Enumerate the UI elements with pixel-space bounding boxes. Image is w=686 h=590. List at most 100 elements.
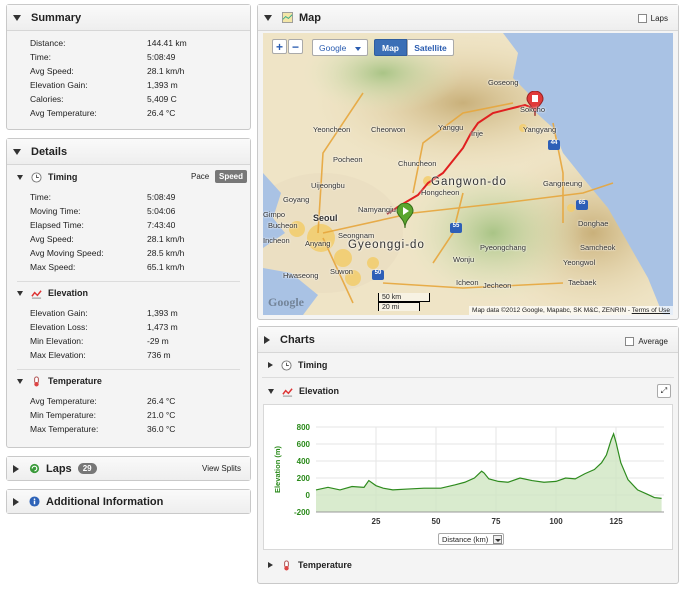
stat-value: 65.1 km/h [147,262,185,272]
temperature-title: Temperature [48,376,102,386]
pace-toggle[interactable]: Pace [191,172,210,181]
elevation-chart-area: 800 600 400 200 0 -200 25 50 75 100 125 Elevation (… [263,404,673,550]
y-tick-label: 600 [297,440,311,449]
view-splits-link[interactable]: View Splits [202,464,241,473]
x-tick-label: 50 [432,517,441,526]
y-axis-label: Elevation (m) [273,445,282,493]
map-view-button[interactable]: Map [374,39,407,56]
stat-label: Avg Moving Speed: [30,248,104,258]
map-place-label: Bucheon [268,221,298,230]
collapse-icon[interactable] [264,14,272,21]
elevation-title: Elevation [48,288,89,298]
stat-label: Elevation Gain: [30,308,88,318]
terms-link[interactable]: Terms of Use [631,307,670,314]
expand-icon[interactable] [268,562,273,568]
expand-icon[interactable] [13,464,19,473]
route-line [386,103,536,215]
stat-value: 26.4 °C [147,108,176,118]
collapse-icon[interactable] [17,290,23,296]
elevation-chart-title: Elevation [299,386,340,396]
timing-chart-header[interactable]: Timing [258,355,678,375]
satellite-view-button[interactable]: Satellite [407,39,454,56]
thermometer-icon [34,375,39,386]
zoom-out-button[interactable]: − [288,39,303,54]
map-provider-select[interactable]: Google [312,39,368,56]
summary-header[interactable]: Summary [7,5,250,31]
map-place-label: Gyeonggi-do [348,239,425,251]
stat-value: -29 m [147,336,169,346]
map-canvas[interactable]: Goseong Sokcho Yangyang Yeoncheon Cheorwon Ya… [263,33,673,315]
additional-info-title: Additional Information [46,495,164,508]
map-place-label: Suwon [330,267,353,276]
expand-icon[interactable] [13,497,19,506]
additional-info-header[interactable]: Additional Information [7,490,250,513]
details-panel: Details Timing Pace Speed Time: 5:08:49 Mo… [6,138,251,448]
stat-value: 1,393 m [147,308,178,318]
google-logo: Google [268,295,304,309]
collapse-icon[interactable] [13,14,21,21]
map-place-label: Pyeongchang [480,243,526,252]
average-checkbox[interactable]: Average [625,337,668,347]
map-place-label: Jecheon [483,281,512,290]
temperature-chart-title: Temperature [298,560,352,570]
expand-chart-icon[interactable]: ⤢ [657,384,671,398]
y-tick-label: -200 [294,508,311,517]
map-attribution: Map data ©2012 Google, Mapabc, SK M&C, Z… [469,306,673,315]
collapse-icon[interactable] [17,378,23,384]
elevation-chart[interactable]: 800 600 400 200 0 -200 25 50 75 100 125 Elevation (… [264,405,672,549]
speed-toggle[interactable]: Speed [215,170,248,183]
timing-section-header[interactable]: Timing [7,167,250,187]
temperature-chart-header[interactable]: Temperature [258,555,678,575]
laps-panel[interactable]: Laps 29 View Splits [6,456,251,481]
expand-icon[interactable] [264,335,270,344]
map-place-label: Icheon [456,278,479,287]
details-header[interactable]: Details [7,139,250,165]
map-place-label: Yangyang [523,125,557,134]
divider [17,369,240,370]
map-place-label: Incheon [263,236,290,245]
collapse-icon[interactable] [268,388,274,394]
laps-checkbox[interactable]: Laps [637,14,668,24]
map-place-label: Taebaek [568,278,597,287]
charts-header[interactable]: Charts [258,327,678,353]
checkbox-icon[interactable] [637,14,647,24]
map-icon [282,12,293,23]
end-marker-icon[interactable] [526,91,544,117]
summary-panel: Summary Distance: 144.41 km Time: 5:08:49 Av… [6,4,251,130]
map-place-label: Yanggu [438,123,464,132]
stat-value: 1,393 m [147,80,178,90]
start-marker-icon[interactable] [396,203,414,229]
elevation-icon [31,289,42,299]
map-place-label: Yeongwol [563,258,596,267]
map-place-label: Yeoncheon [313,125,351,134]
laps-header[interactable]: Laps 29 [7,457,250,480]
stat-value: 144.41 km [147,38,187,48]
timing-chart-title: Timing [298,360,328,370]
stat-value: 5,409 C [147,94,177,104]
map-place-label: Goseong [488,78,519,87]
additional-info-panel[interactable]: Additional Information [6,489,251,514]
zoom-in-button[interactable]: + [272,39,287,54]
stat-label: Avg Speed: [30,66,74,76]
details-title: Details [31,145,68,158]
info-icon [29,496,40,507]
elevation-section-header[interactable]: Elevation [7,283,250,303]
stat-label: Max Speed: [30,262,76,272]
highway-shield-icon: 55 [450,223,462,233]
temperature-section-header[interactable]: Temperature [7,371,250,391]
stat-label: Elevation Loss: [30,322,88,332]
map-place-label: Pocheon [333,155,363,164]
y-tick-label: 200 [297,474,311,483]
expand-icon[interactable] [268,362,273,368]
map-header[interactable]: Map [258,5,678,31]
collapse-icon[interactable] [13,148,21,155]
elevation-chart-header[interactable]: Elevation [258,381,678,401]
scale-km: 50 km [378,293,430,302]
highway-shield-icon: 44 [548,140,560,150]
map-place-label: Chuncheon [398,159,437,168]
y-tick-label: 800 [297,423,311,432]
checkbox-icon[interactable] [625,337,635,347]
x-axis-select[interactable]: Distance (km) [438,533,504,545]
stat-label: Moving Time: [30,206,81,216]
collapse-icon[interactable] [17,174,23,180]
